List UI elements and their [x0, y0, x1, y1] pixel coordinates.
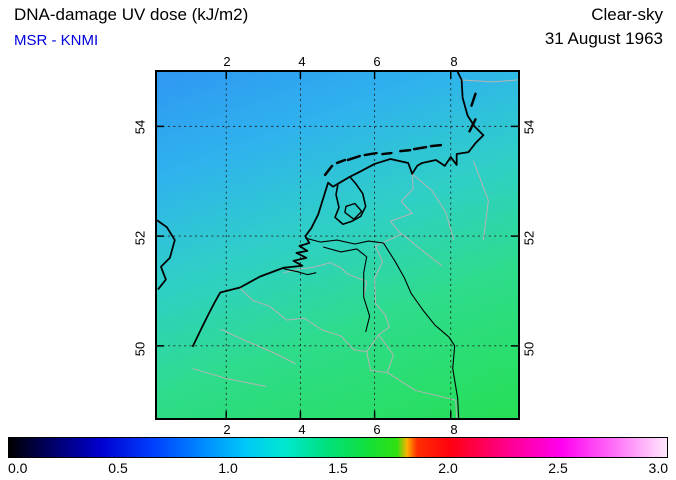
- frame-ticks: [157, 72, 518, 418]
- figure-header-left: DNA-damage UV dose (kJ/m2) MSR - KNMI: [14, 5, 248, 49]
- flevoland-path: [344, 202, 363, 220]
- colorbar: [8, 437, 668, 458]
- x-tick-label-top: 2: [223, 54, 231, 69]
- colorbar-tick-label: 3.0: [648, 460, 668, 476]
- graticule-gridlines: [157, 72, 518, 418]
- colorbar-tick-label: 0.0: [8, 460, 28, 476]
- x-tick-label-bottom: 2: [223, 422, 231, 437]
- x-tick-label-bottom: 8: [450, 422, 458, 437]
- colorbar-gradient: [9, 438, 667, 457]
- y-tick-label-right: 50: [521, 341, 537, 357]
- country-borders-path: [192, 79, 518, 418]
- y-tick-label-right: 52: [521, 230, 537, 246]
- x-tick-label-bottom: 6: [373, 422, 381, 437]
- map-overlay: [157, 72, 518, 418]
- ijsselmeer-path: [334, 175, 367, 226]
- y-tick-label-right: 54: [521, 119, 537, 135]
- map-plot-area: 2 4 6 8 2 4 6 8 54 52 50 54 52 50: [133, 55, 537, 436]
- date-label: 31 August 1963: [544, 29, 663, 48]
- colorbar-tick-label: 1.5: [328, 460, 348, 476]
- colorbar-tick-label: 0.5: [108, 460, 128, 476]
- colorbar-labels: 0.0 0.5 1.0 1.5 2.0 2.5 3.0: [8, 461, 668, 477]
- y-tick-label-left: 52: [132, 230, 148, 246]
- figure-source-label: MSR - KNMI: [14, 32, 99, 49]
- rivers-path: [283, 237, 460, 418]
- wadden-islands-path: [323, 92, 477, 177]
- coastline-path: [191, 72, 485, 348]
- colorbar-tick-label: 2.0: [438, 460, 458, 476]
- x-tick-label-bottom: 4: [298, 422, 306, 437]
- figure-header-right: Clear-sky 31 August 1963: [545, 5, 663, 49]
- y-tick-label-left: 50: [132, 341, 148, 357]
- england-coast-path: [157, 219, 176, 291]
- x-tick-label-top: 6: [373, 54, 381, 69]
- colorbar-tick-label: 1.0: [218, 460, 238, 476]
- x-tick-label-top: 8: [450, 54, 458, 69]
- colorbar-tick-label: 2.5: [548, 460, 568, 476]
- sky-condition-label: Clear-sky: [591, 5, 663, 24]
- x-tick-label-top: 4: [298, 54, 306, 69]
- uv-dose-field: [157, 72, 518, 418]
- figure-title: DNA-damage UV dose (kJ/m2): [14, 5, 249, 24]
- y-tick-label-left: 54: [132, 119, 148, 135]
